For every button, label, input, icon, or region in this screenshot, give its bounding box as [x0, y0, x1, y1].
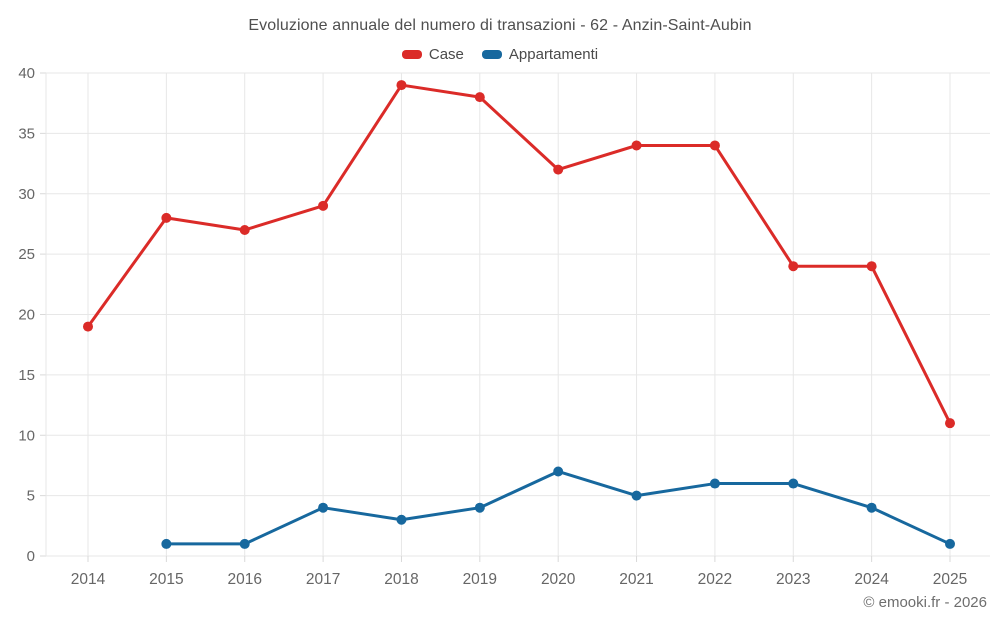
data-point-case[interactable]	[161, 212, 172, 223]
series-line-case	[86, 83, 952, 425]
x-axis-tick-label: 2015	[149, 571, 183, 588]
y-axis-tick-label: 10	[18, 427, 35, 444]
x-axis-tick-label: 2016	[227, 571, 261, 588]
legend-label-case: Case	[428, 46, 464, 63]
x-axis-tick-label: 2019	[463, 571, 497, 588]
y-axis-tick-label: 0	[27, 548, 35, 565]
y-axis-tick-label: 20	[18, 307, 35, 324]
x-axis-tick-label: 2024	[854, 571, 889, 588]
data-point-case[interactable]	[396, 80, 407, 91]
y-axis-tick-label: 5	[27, 488, 35, 505]
legend-label-appartamenti: Appartamenti	[508, 46, 599, 63]
data-point-appartamenti[interactable]	[239, 538, 250, 549]
data-point-appartamenti[interactable]	[553, 466, 564, 477]
data-point-case[interactable]	[788, 261, 799, 272]
data-point-appartamenti[interactable]	[396, 514, 407, 525]
data-point-appartamenti[interactable]	[631, 490, 642, 501]
x-axis-tick-label: 2022	[698, 571, 732, 588]
data-point-case[interactable]	[866, 261, 877, 272]
data-point-case[interactable]	[709, 140, 720, 151]
y-axis-tick-label: 35	[18, 125, 35, 142]
x-axis-tick-label: 2020	[541, 571, 576, 588]
appartamenti-series-swatch-icon	[481, 50, 502, 59]
data-point-case[interactable]	[239, 224, 250, 235]
data-point-case[interactable]	[945, 418, 955, 429]
y-axis-tick-label: 25	[18, 246, 35, 263]
data-point-case[interactable]	[83, 321, 93, 332]
data-point-case[interactable]	[631, 140, 642, 151]
y-axis-tick-label: 30	[18, 186, 35, 203]
y-axis-tick-label: 15	[18, 367, 35, 384]
copyright: © emooki.fr - 2026	[863, 594, 987, 611]
data-point-appartamenti[interactable]	[709, 478, 720, 489]
data-point-case[interactable]	[553, 164, 564, 175]
x-axis-tick-label: 2017	[306, 571, 340, 588]
legend-item-appartamenti[interactable]: Appartamenti	[481, 46, 599, 63]
legend: Case Appartamenti	[0, 46, 1000, 63]
y-axis-tick-label: 40	[18, 65, 35, 82]
x-axis-tick-label: 2023	[776, 571, 810, 588]
data-point-appartamenti[interactable]	[788, 478, 799, 489]
data-point-appartamenti[interactable]	[945, 538, 955, 549]
x-axis-tick-label: 2014	[71, 571, 106, 588]
x-axis-tick-label: 2025	[933, 571, 967, 588]
data-point-case[interactable]	[318, 200, 329, 211]
data-point-appartamenti[interactable]	[474, 502, 485, 513]
data-point-appartamenti[interactable]	[161, 538, 172, 549]
data-point-appartamenti[interactable]	[318, 502, 329, 513]
chart-title: Evoluzione annuale del numero di transaz…	[248, 17, 752, 34]
legend-item-case[interactable]: Case	[401, 46, 464, 63]
data-point-appartamenti[interactable]	[866, 502, 877, 513]
x-axis-tick-label: 2021	[619, 571, 653, 588]
case-series-swatch-icon	[401, 50, 422, 59]
data-point-case[interactable]	[474, 92, 485, 103]
x-axis-tick-label: 2018	[384, 571, 418, 588]
